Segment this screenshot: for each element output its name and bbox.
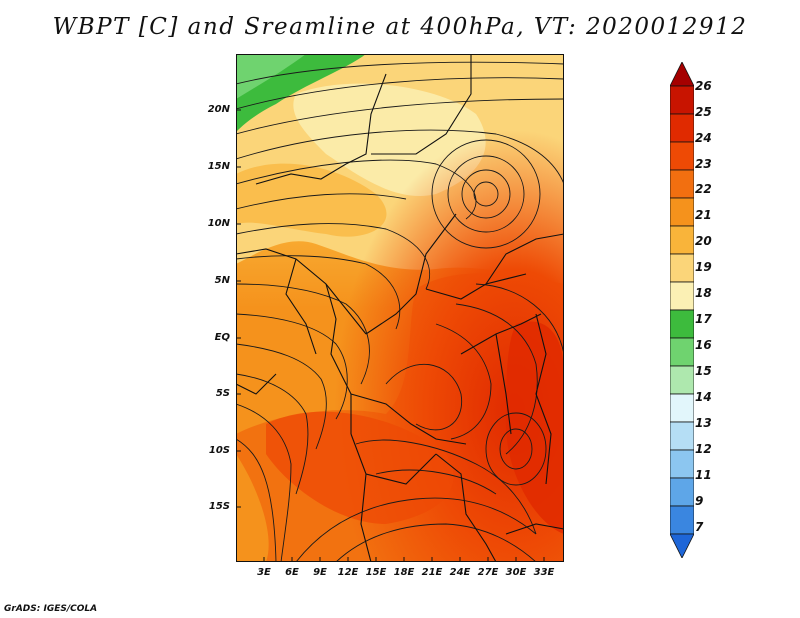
colorbar-label: 13 bbox=[695, 416, 712, 430]
credit-text: GrADS: IGES/COLA bbox=[4, 604, 98, 614]
colorbar-label: 25 bbox=[695, 105, 712, 119]
colorbar-segment bbox=[670, 477, 694, 507]
colorbar bbox=[670, 62, 694, 558]
zone-24-east bbox=[506, 321, 564, 534]
lon-label: 15E bbox=[365, 567, 387, 578]
colorbar-label: 16 bbox=[695, 338, 712, 352]
colorbar-segment bbox=[670, 533, 694, 558]
lat-label: EQ bbox=[214, 332, 230, 343]
colorbar-segment bbox=[670, 505, 694, 535]
lat-label: 15S bbox=[208, 501, 230, 512]
lon-label: 21E bbox=[421, 567, 443, 578]
colorbar-segment bbox=[670, 225, 694, 255]
colorbar-label: 15 bbox=[695, 364, 712, 378]
lat-label: 5S bbox=[215, 388, 230, 399]
wbpt-streamline-map bbox=[236, 54, 564, 562]
colorbar-segment bbox=[670, 393, 694, 423]
colorbar-label: 23 bbox=[695, 157, 712, 171]
colorbar-segment bbox=[670, 421, 694, 451]
colorbar-segment bbox=[670, 281, 694, 311]
lon-label: 9E bbox=[313, 567, 327, 578]
lon-label: 30E bbox=[505, 567, 527, 578]
colorbar-label: 14 bbox=[695, 390, 712, 404]
colorbar-label: 11 bbox=[695, 468, 712, 482]
colorbar-segment bbox=[670, 62, 694, 87]
colorbar-segment bbox=[670, 113, 694, 143]
colorbar-segment bbox=[670, 449, 694, 479]
country-borders bbox=[236, 54, 564, 562]
lat-label: 10N bbox=[207, 218, 230, 229]
lon-label: 27E bbox=[477, 567, 499, 578]
colorbar-segment bbox=[670, 169, 694, 199]
lat-label: 10S bbox=[208, 445, 230, 456]
lon-label: 33E bbox=[533, 567, 555, 578]
colorbar-label: 17 bbox=[695, 312, 712, 326]
lon-label: 18E bbox=[393, 567, 415, 578]
colorbar-segment bbox=[670, 85, 694, 115]
colorbar-segment bbox=[670, 197, 694, 227]
colorbar-segment bbox=[670, 253, 694, 283]
colorbar-segment bbox=[670, 365, 694, 395]
colorbar-label: 19 bbox=[695, 260, 712, 274]
zone-23-south bbox=[266, 411, 454, 524]
colorbar-label: 24 bbox=[695, 131, 712, 145]
colorbar-segment bbox=[670, 337, 694, 367]
colorbar-label: 9 bbox=[695, 494, 704, 508]
chart-title: WBPT [C] and Sreamline at 400hPa, VT: 20… bbox=[52, 14, 748, 40]
colorbar-label: 22 bbox=[695, 182, 712, 196]
colorbar-segment bbox=[670, 309, 694, 339]
colorbar-label: 21 bbox=[695, 208, 712, 222]
map-frame bbox=[236, 54, 564, 562]
zone-21-southwest bbox=[236, 454, 269, 562]
lon-label: 12E bbox=[337, 567, 359, 578]
colorbar-label: 26 bbox=[695, 79, 712, 93]
colorbar-segment bbox=[670, 141, 694, 171]
lat-label: 5N bbox=[214, 275, 230, 286]
colorbar-label: 12 bbox=[695, 442, 712, 456]
lon-label: 24E bbox=[449, 567, 471, 578]
streamlines bbox=[236, 61, 564, 562]
colorbar-label: 20 bbox=[695, 234, 712, 248]
weather-map bbox=[236, 54, 564, 562]
colorbar-label: 7 bbox=[695, 520, 704, 534]
lat-label: 15N bbox=[207, 161, 230, 172]
lon-label: 6E bbox=[285, 567, 299, 578]
colorbar-label: 18 bbox=[695, 286, 712, 300]
lon-label: 3E bbox=[257, 567, 271, 578]
lat-label: 20N bbox=[207, 104, 230, 115]
